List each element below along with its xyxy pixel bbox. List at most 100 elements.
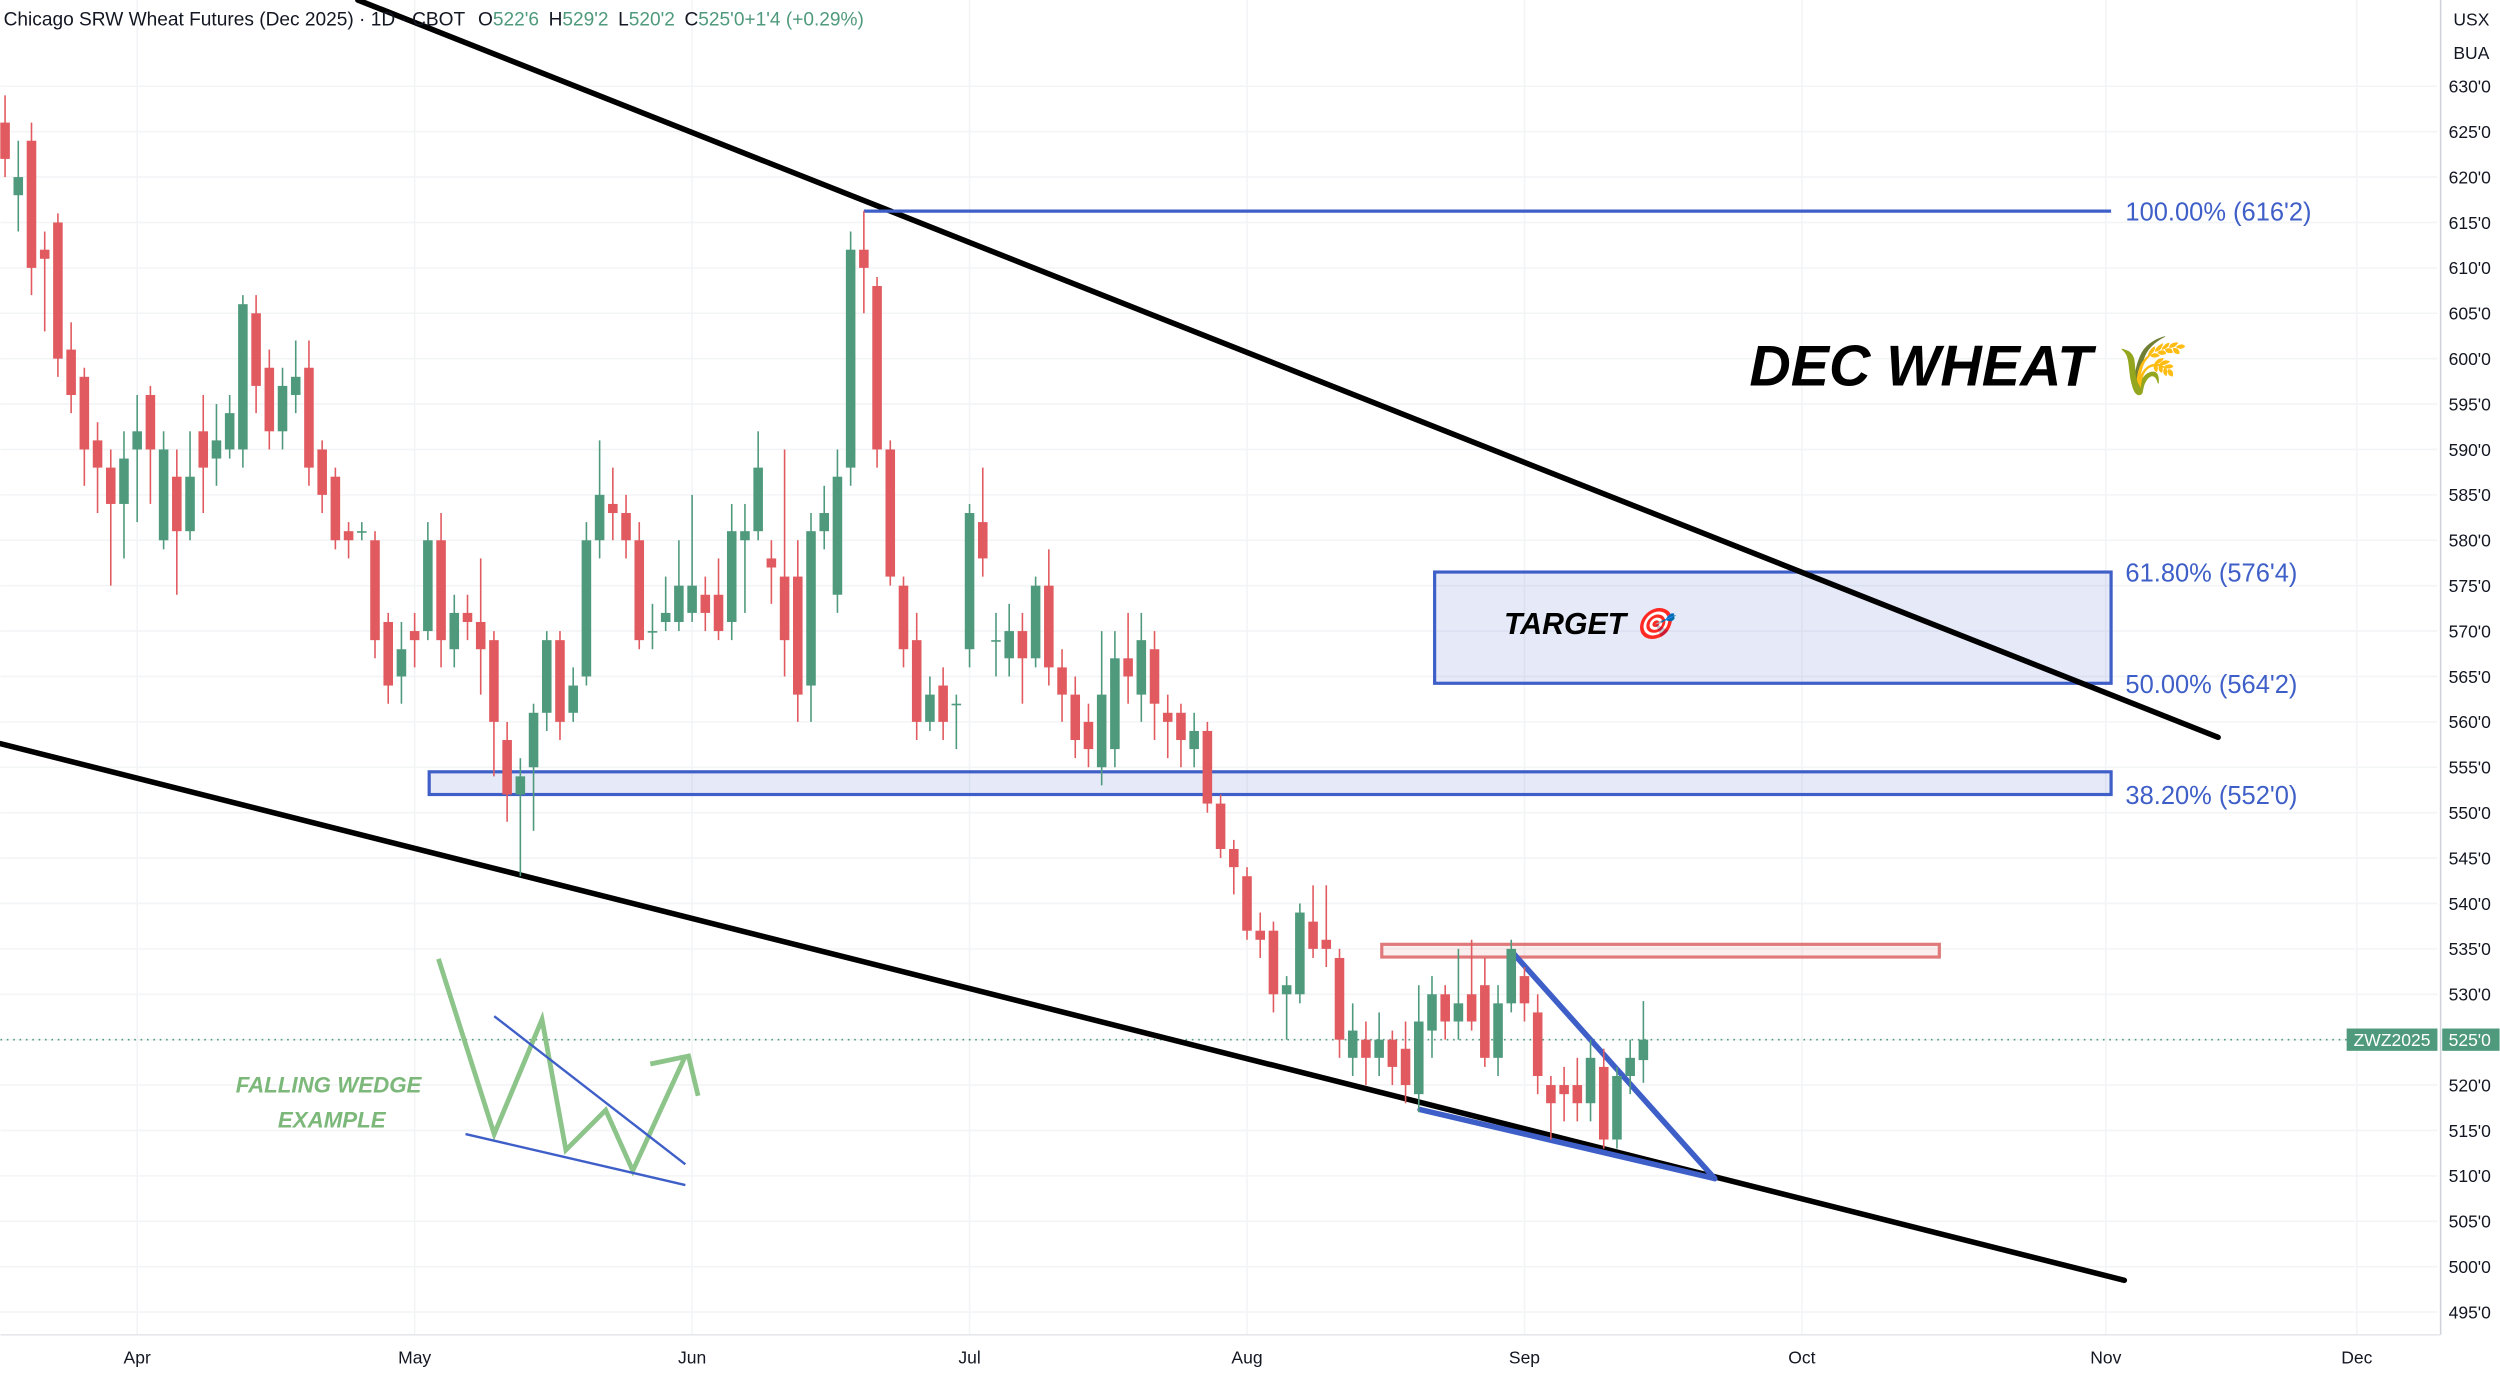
candle-body [1281,985,1292,995]
candle-body [1440,994,1450,1022]
candle-body [39,249,50,259]
candle-body [92,440,103,468]
candle-body [581,540,592,677]
ohlc-key: O [478,9,493,30]
candle-body [541,640,552,713]
y-tick-label: 630'0 [2449,77,2492,97]
y-tick-label: 550'0 [2449,803,2492,823]
trendline [1509,949,1718,1182]
candle-body [251,313,261,386]
y-tick-label: 545'0 [2449,848,2492,868]
candle-body [938,685,948,722]
candle-body [1255,930,1266,940]
candle-body [343,531,354,541]
y-tick-label: 605'0 [2449,304,2492,324]
candle-body [185,476,195,532]
candle-body [198,431,209,468]
candle-body [409,631,420,641]
candle-body [660,612,671,622]
candle-body [700,594,711,613]
sketch-arrow [649,1053,701,1097]
candle-body [1083,721,1094,750]
candle-body [1374,1039,1384,1058]
candle-body [462,612,473,622]
candle-body [1546,1085,1556,1104]
candle-body [687,585,697,613]
x-tick-label: May [398,1347,431,1367]
candle-body [396,649,407,677]
target-label: TARGET 🎯 [1504,607,1679,641]
zone [1380,942,1941,959]
candle-body [489,640,499,722]
ohlc-value: 525'0 [698,9,744,30]
candle-body [1559,1085,1569,1095]
candle-body [475,621,486,650]
candle-body [264,367,275,432]
candle-body [1057,667,1067,695]
candle-body [423,540,433,632]
sketch-lower [465,1132,686,1187]
candle-body [1176,712,1186,741]
price-tag [2442,1028,2500,1051]
candle-body [1017,631,1028,659]
fib-label: 61.80% (576'4) [2125,560,2297,588]
ohlc-value: +1'4 (+0.29%) [744,9,863,30]
pattern-label: FALLING WEDGE [236,1073,423,1098]
ohlc-key: C [684,9,698,30]
candle-body [1638,1039,1649,1061]
y-tick-label: 595'0 [2449,394,2492,414]
candle-body [621,513,631,541]
candle-body [277,385,288,432]
candle-body [1427,994,1437,1031]
fib-label: 38.20% (552'0) [2125,782,2297,810]
candle-body [911,640,922,722]
candle-body [1123,658,1133,677]
fib-label: 100.00% (616'2) [2125,199,2311,227]
ohlc-value: 529'2 [562,9,608,30]
candle-body [1268,930,1279,995]
candle-body [845,249,856,468]
x-tick-label: Jul [958,1347,980,1367]
candle-body [1480,985,1490,1058]
header: Chicago SRW Wheat Futures (Dec 2025) · 1… [4,9,864,30]
candle-body [1347,1030,1358,1058]
fib-label: 50.00% (564'2) [2125,671,2297,699]
y-tick-label: 560'0 [2449,712,2492,732]
price-tag-label: 525'0 [2449,1030,2492,1050]
candle-body [1598,1066,1609,1140]
y-tick-label: 570'0 [2449,621,2492,641]
candle-body [436,540,446,641]
candle-body [238,304,248,450]
candle-body [1506,948,1517,1004]
candles [0,95,1649,1149]
candle-body [1625,1057,1635,1076]
y-tick-label: 535'0 [2449,939,2492,959]
candle-body [13,177,24,196]
candle-body [1030,585,1041,659]
candle-body [53,222,63,359]
axis-unit: USX [2453,9,2489,29]
candle-body [158,449,169,541]
candle-body [1189,730,1199,750]
candle-body [977,522,988,559]
candle-body [66,349,76,395]
y-tick-label: 505'0 [2449,1212,2492,1232]
candle-body [806,531,816,686]
y-tick-label: 555'0 [2449,758,2492,778]
trendlines [0,0,2221,1284]
candle-body [740,531,750,541]
candle-body [1466,994,1477,1022]
candle-body [793,576,803,695]
trendline [0,740,2128,1284]
candle-body [528,712,539,768]
y-tick-label: 600'0 [2449,349,2492,369]
candle-body [1387,1039,1398,1067]
candle-body [1361,1039,1371,1058]
sketch-upper [493,1015,687,1166]
candle-body [753,467,763,532]
candle-body [383,621,393,686]
y-tick-label: 510'0 [2449,1166,2492,1186]
candle-body [1321,939,1332,949]
candle-body [1229,848,1239,868]
candle-body [1096,694,1107,768]
